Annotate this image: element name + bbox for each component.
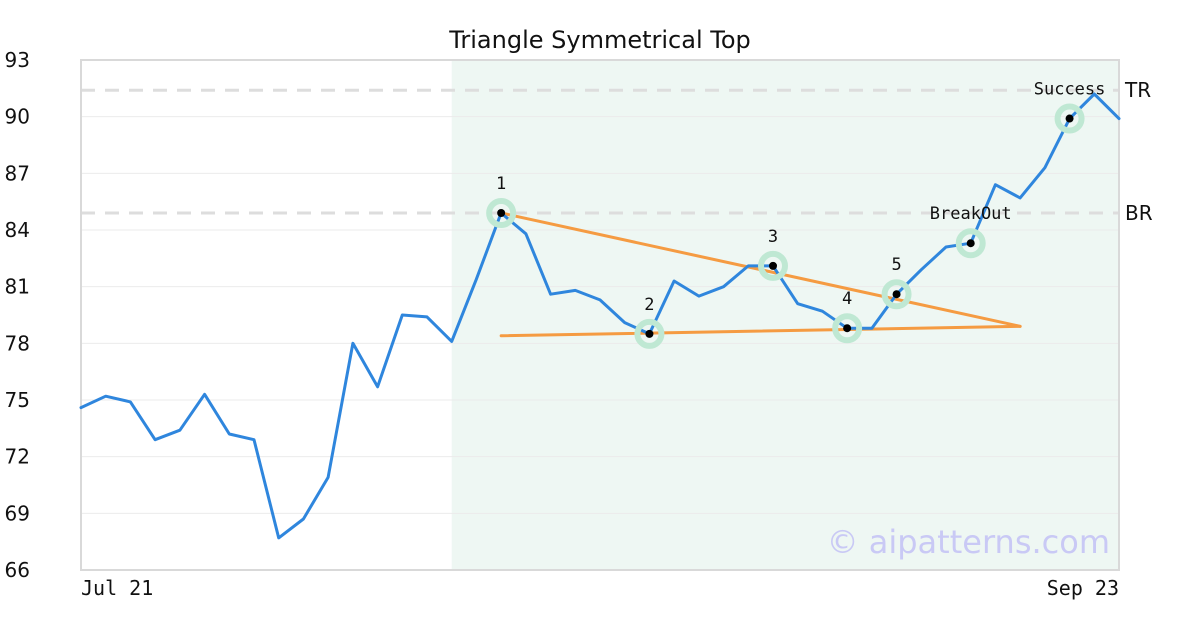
x-tick-label-start: Jul 21 — [81, 576, 153, 600]
y-tick-label: 84 — [5, 218, 30, 242]
point-halo-breakout — [955, 228, 986, 259]
point-label-4: 4 — [842, 289, 852, 309]
y-tick-label: 81 — [5, 275, 30, 299]
point-marker-2 — [645, 329, 654, 338]
watermark-text: © aipatterns.com — [827, 523, 1110, 561]
x-tick-label-end: Sep 23 — [1047, 576, 1119, 600]
point-label-3: 3 — [768, 227, 778, 247]
lower-trendline — [499, 324, 1022, 338]
y-tick-label: 93 — [5, 48, 30, 72]
y-tick-label: 87 — [5, 161, 30, 185]
y-tick-label: 78 — [5, 331, 30, 355]
pattern-zone — [451, 60, 1119, 570]
point-marker-breakout — [966, 239, 975, 248]
point-marker-5 — [892, 290, 901, 299]
point-halo-4 — [832, 313, 863, 344]
point-halo-2 — [634, 318, 665, 349]
y-tick-label: 69 — [5, 501, 30, 525]
y-tick-label: 90 — [5, 105, 30, 129]
point-halo-3 — [758, 250, 788, 281]
point-marker-1 — [497, 209, 506, 217]
point-halo-5 — [881, 279, 912, 310]
point-label-5: 5 — [891, 255, 901, 275]
point-label-success: Success — [1034, 80, 1106, 100]
y-tick-label: 72 — [5, 445, 30, 469]
reference-label-br: BR — [1125, 201, 1153, 225]
price-series-line — [79, 92, 1121, 540]
y-tick-label: 75 — [5, 388, 30, 412]
y-tick-label: 66 — [5, 558, 30, 582]
point-halo-1 — [486, 198, 517, 228]
point-halo-success — [1054, 103, 1085, 134]
point-marker-success — [1065, 114, 1074, 123]
reference-label-tr: TR — [1124, 78, 1151, 102]
plot-frame — [80, 59, 1120, 571]
point-label-breakout: BreakOut — [930, 204, 1012, 224]
point-marker-4 — [843, 324, 852, 333]
point-marker-3 — [769, 261, 777, 270]
point-label-1: 1 — [496, 174, 506, 194]
point-label-2: 2 — [644, 295, 654, 315]
chart-title: Triangle Symmetrical Top — [448, 26, 751, 54]
